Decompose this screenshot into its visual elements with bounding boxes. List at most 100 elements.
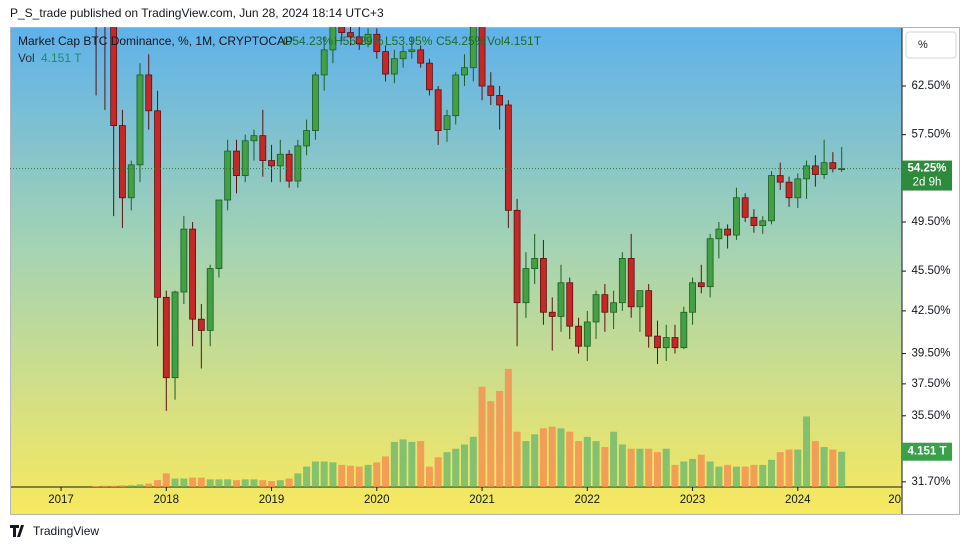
volume-bar — [592, 441, 600, 487]
candle-body — [408, 49, 416, 53]
price-axis-panel — [902, 27, 960, 515]
x-tick-label: 2021 — [469, 494, 495, 506]
candle-body — [154, 110, 161, 298]
candle-body — [469, 27, 477, 69]
candle-body — [697, 282, 705, 288]
candle-body — [417, 49, 425, 64]
scale-button[interactable]: % — [905, 31, 957, 59]
candle-body — [145, 74, 153, 112]
volume-bar — [180, 478, 188, 487]
candle-body — [390, 58, 398, 75]
scale-button-label[interactable]: % — [918, 39, 928, 51]
volume-bar — [654, 452, 662, 487]
candle-body — [618, 258, 626, 304]
candle-body — [776, 175, 784, 183]
volume-bar — [820, 447, 828, 487]
candle-body — [636, 290, 644, 308]
volume-bar — [329, 462, 337, 487]
candle-body — [733, 197, 740, 236]
candle-body — [347, 32, 354, 38]
candle-body — [382, 51, 389, 75]
volume-bar — [390, 441, 398, 487]
volume-bar — [539, 428, 547, 487]
volume-bar — [443, 452, 451, 487]
volume-bar — [101, 485, 109, 487]
volume-bar — [838, 451, 846, 487]
scale-button-box[interactable] — [905, 31, 957, 59]
y-tick-label: 45.50% — [911, 265, 950, 277]
candle-body — [461, 67, 468, 76]
header-text: P_S_trade published on TradingView.com, … — [10, 6, 384, 20]
candle-body — [601, 294, 609, 313]
candle-body — [592, 294, 600, 323]
candle-body — [689, 282, 696, 313]
candle-body — [610, 302, 618, 313]
volume-bar — [145, 483, 153, 487]
volume-bar — [460, 444, 468, 487]
volume-bar — [636, 448, 644, 487]
volume-bar — [566, 431, 574, 487]
candle-body — [136, 74, 144, 166]
last-volume-label: 4.151 T — [908, 446, 947, 458]
volume-bar — [741, 466, 749, 487]
legend-symbol: Market Cap BTC Dominance, %, 1M, CRYPTOC… — [18, 34, 293, 48]
volume-bar — [382, 456, 390, 487]
volume-bar — [250, 479, 258, 487]
y-tick-label: 39.50% — [911, 348, 950, 360]
candle-body — [478, 27, 486, 87]
last-price-box — [902, 160, 952, 191]
axes: 62.50% 57.50% 49.50% 45.50% 42.50% 39.50% 37.5… — [48, 80, 952, 506]
candle-body — [162, 296, 170, 379]
candle-body — [268, 160, 275, 167]
legend-volume: Vol4.151T — [487, 34, 542, 48]
volume-bar — [346, 465, 354, 487]
volume-bar — [268, 481, 276, 487]
candle-body — [434, 89, 442, 131]
volume-bar — [320, 461, 328, 487]
volume-bar — [399, 439, 407, 487]
candle-body — [189, 228, 197, 320]
volume-bar — [697, 454, 705, 487]
candle-body — [110, 27, 118, 126]
candle-body — [820, 162, 828, 175]
footer-logo-text: TradingView — [33, 524, 99, 538]
candle-body — [566, 282, 574, 327]
candle-body — [785, 181, 793, 199]
candle-body — [583, 321, 591, 347]
candle-body — [215, 199, 223, 269]
volume-bar — [662, 448, 670, 487]
x-tick-label: 2018 — [154, 494, 180, 506]
candle-body — [399, 51, 407, 60]
candle-body — [241, 140, 249, 176]
last-volume-box — [902, 442, 952, 461]
volume-bar — [803, 416, 811, 487]
candle-body — [355, 36, 363, 45]
volume-bar — [794, 449, 802, 487]
candle-body — [233, 150, 240, 176]
candle-body — [285, 153, 293, 182]
candle-body — [768, 175, 775, 222]
candle-body — [504, 104, 512, 211]
candle-body — [320, 49, 328, 76]
volume-bar — [706, 461, 714, 487]
x-tick-label: 2023 — [680, 494, 706, 506]
candle-body — [312, 74, 319, 131]
volume-bar — [197, 477, 205, 487]
volume-title: Vol — [18, 51, 35, 65]
volume-bar — [136, 484, 144, 487]
volume-bar — [767, 459, 775, 487]
volume-bar — [417, 441, 425, 487]
y-tick-label: 31.70% — [911, 476, 950, 488]
candle-body — [627, 258, 635, 308]
candle-body — [706, 238, 714, 288]
x-tick-label: 2022 — [575, 494, 601, 506]
volume-bar — [548, 426, 556, 487]
y-tick-label: 49.50% — [911, 216, 950, 228]
candle-body — [557, 282, 565, 317]
volume-bar — [680, 461, 688, 487]
volume-bar — [575, 441, 583, 487]
volume-bar — [531, 434, 539, 487]
candle-body — [119, 125, 126, 199]
candle-body — [250, 135, 258, 142]
countdown-label: 2d 9h — [913, 177, 942, 189]
